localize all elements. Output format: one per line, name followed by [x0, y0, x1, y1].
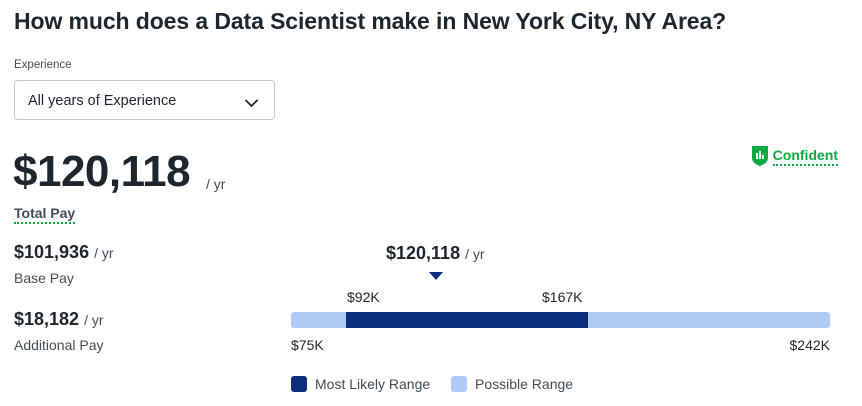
additional-pay-unit: / yr [84, 312, 104, 328]
total-pay-label[interactable]: Total Pay [14, 205, 76, 224]
likely-low-label: $92K [347, 289, 380, 305]
legend-possible-label: Possible Range [475, 376, 574, 392]
likely-high-label: $167K [542, 289, 583, 305]
additional-pay-label: Additional Pay [14, 337, 104, 353]
range-max-label: $242K [789, 337, 830, 353]
median-pay-unit: / yr [465, 246, 485, 262]
median-marker [429, 272, 443, 280]
total-pay-amount: $120,118 [13, 147, 191, 196]
base-pay-unit: / yr [94, 245, 114, 261]
median-pay: $120,118 / yr [386, 243, 485, 264]
base-pay-value: $101,936 [14, 242, 90, 262]
base-pay-label: Base Pay [14, 270, 74, 286]
additional-pay-value: $18,182 [14, 309, 80, 329]
range-min-label: $75K [291, 337, 324, 353]
total-pay-unit: / yr [206, 176, 226, 192]
chevron-down-icon [245, 95, 258, 113]
page-title: How much does a Data Scientist make in N… [14, 8, 727, 34]
legend-possible-swatch [451, 376, 467, 392]
base-pay-amount: $101,936 / yr [14, 242, 114, 263]
shield-chart-icon [751, 146, 768, 166]
legend-likely-swatch [291, 376, 307, 392]
likely-range-bar [345, 312, 588, 328]
experience-select[interactable]: All years of Experience [14, 80, 275, 120]
legend-possible: Possible Range [451, 376, 573, 392]
median-pay-value: $120,118 [386, 243, 461, 263]
confidence-label: Confident [772, 147, 838, 166]
experience-selected-value: All years of Experience [28, 93, 177, 109]
experience-label: Experience [14, 59, 72, 71]
legend-likely-label: Most Likely Range [315, 376, 431, 392]
legend-likely: Most Likely Range [291, 376, 430, 392]
additional-pay-amount: $18,182 / yr [14, 309, 104, 330]
confidence-badge[interactable]: Confident [751, 145, 838, 167]
